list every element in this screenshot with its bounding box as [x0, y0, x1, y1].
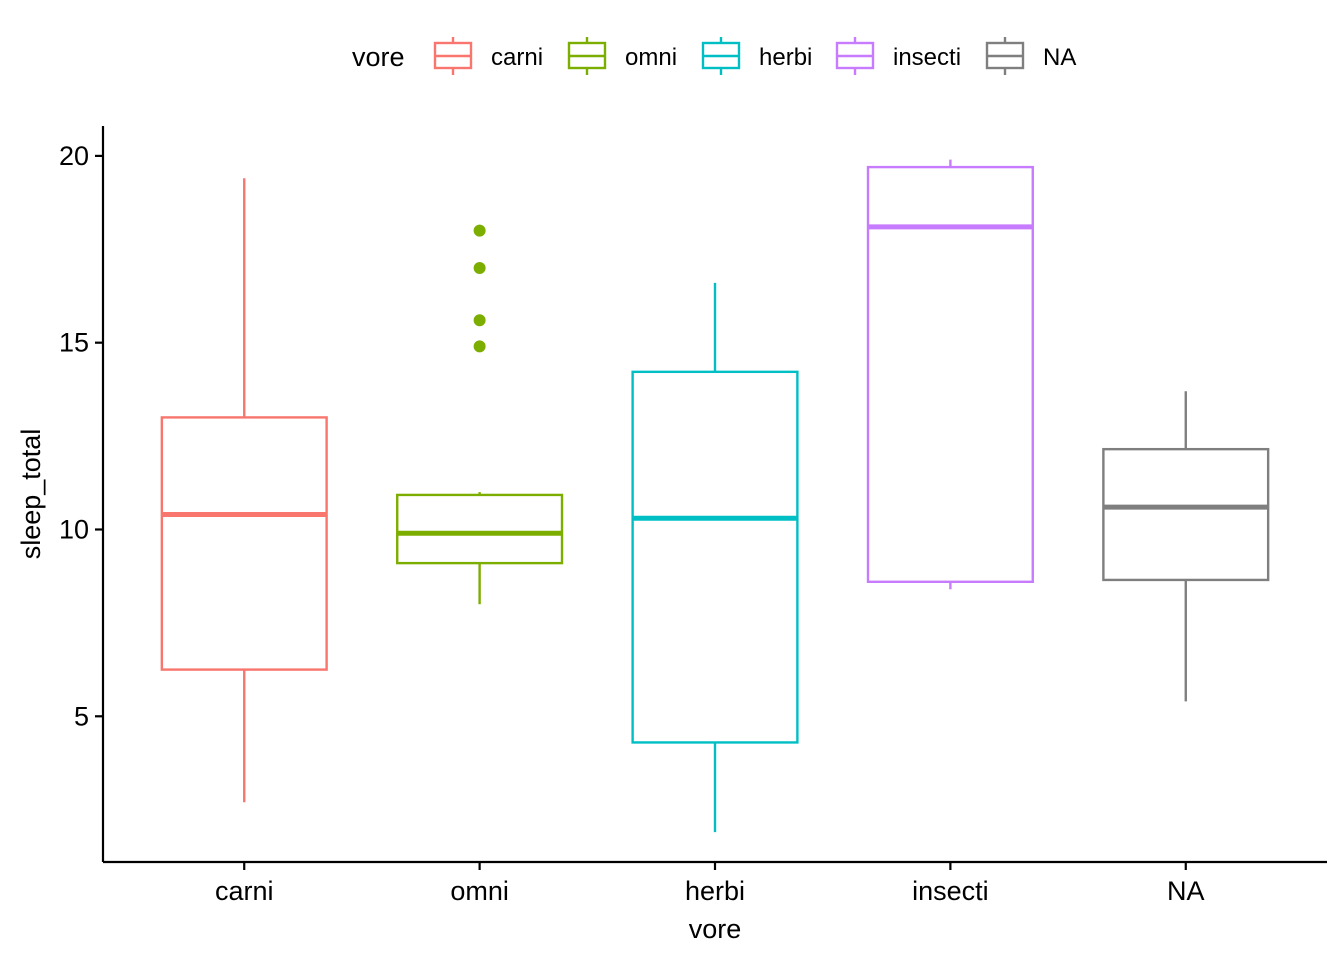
- boxes: [160, 159, 1270, 833]
- y-tick-label: 20: [59, 141, 89, 171]
- box-carni: [160, 178, 328, 803]
- box-insecti: [866, 159, 1034, 590]
- outlier-point: [473, 261, 486, 274]
- legend-item-carni: carni: [433, 37, 543, 75]
- iqr-box: [396, 493, 564, 565]
- legend-item-insecti: insecti: [835, 37, 961, 75]
- box-omni: [396, 224, 564, 605]
- x-tick-label: carni: [215, 876, 274, 906]
- iqr-box: [1102, 447, 1270, 582]
- legend-label: omni: [625, 44, 677, 71]
- iqr-box: [631, 370, 799, 744]
- box-herbi: [631, 282, 799, 833]
- y-tick-label: 5: [74, 701, 89, 731]
- outlier-point: [473, 224, 486, 237]
- iqr-box: [866, 165, 1034, 583]
- x-tick-label: herbi: [685, 876, 745, 906]
- legend-item-omni: omni: [567, 37, 677, 75]
- outlier-point: [473, 314, 486, 327]
- x-tick-label: insecti: [912, 876, 989, 906]
- x-tick-label: NA: [1167, 876, 1205, 906]
- iqr-box: [160, 416, 328, 671]
- y-tick-label: 15: [59, 328, 89, 358]
- y-tick-label: 10: [59, 514, 89, 544]
- axes: 5 10 15 20 carni omni herbi insecti NA vore sle…: [16, 126, 1327, 944]
- outlier-point: [473, 340, 486, 353]
- x-tick-label: omni: [450, 876, 509, 906]
- legend-label: herbi: [759, 44, 812, 71]
- x-axis-title: vore: [689, 914, 742, 944]
- legend-label: NA: [1043, 44, 1076, 71]
- legend-title: vore: [352, 42, 405, 72]
- y-axis-title: sleep_total: [16, 429, 46, 560]
- legend-item-herbi: herbi: [701, 37, 812, 75]
- legend: vore carni omni herbi insecti NA: [352, 37, 1076, 75]
- legend-item-NA: NA: [985, 37, 1076, 75]
- legend-label: insecti: [893, 44, 961, 71]
- box-NA: [1102, 391, 1270, 702]
- legend-label: carni: [491, 44, 543, 71]
